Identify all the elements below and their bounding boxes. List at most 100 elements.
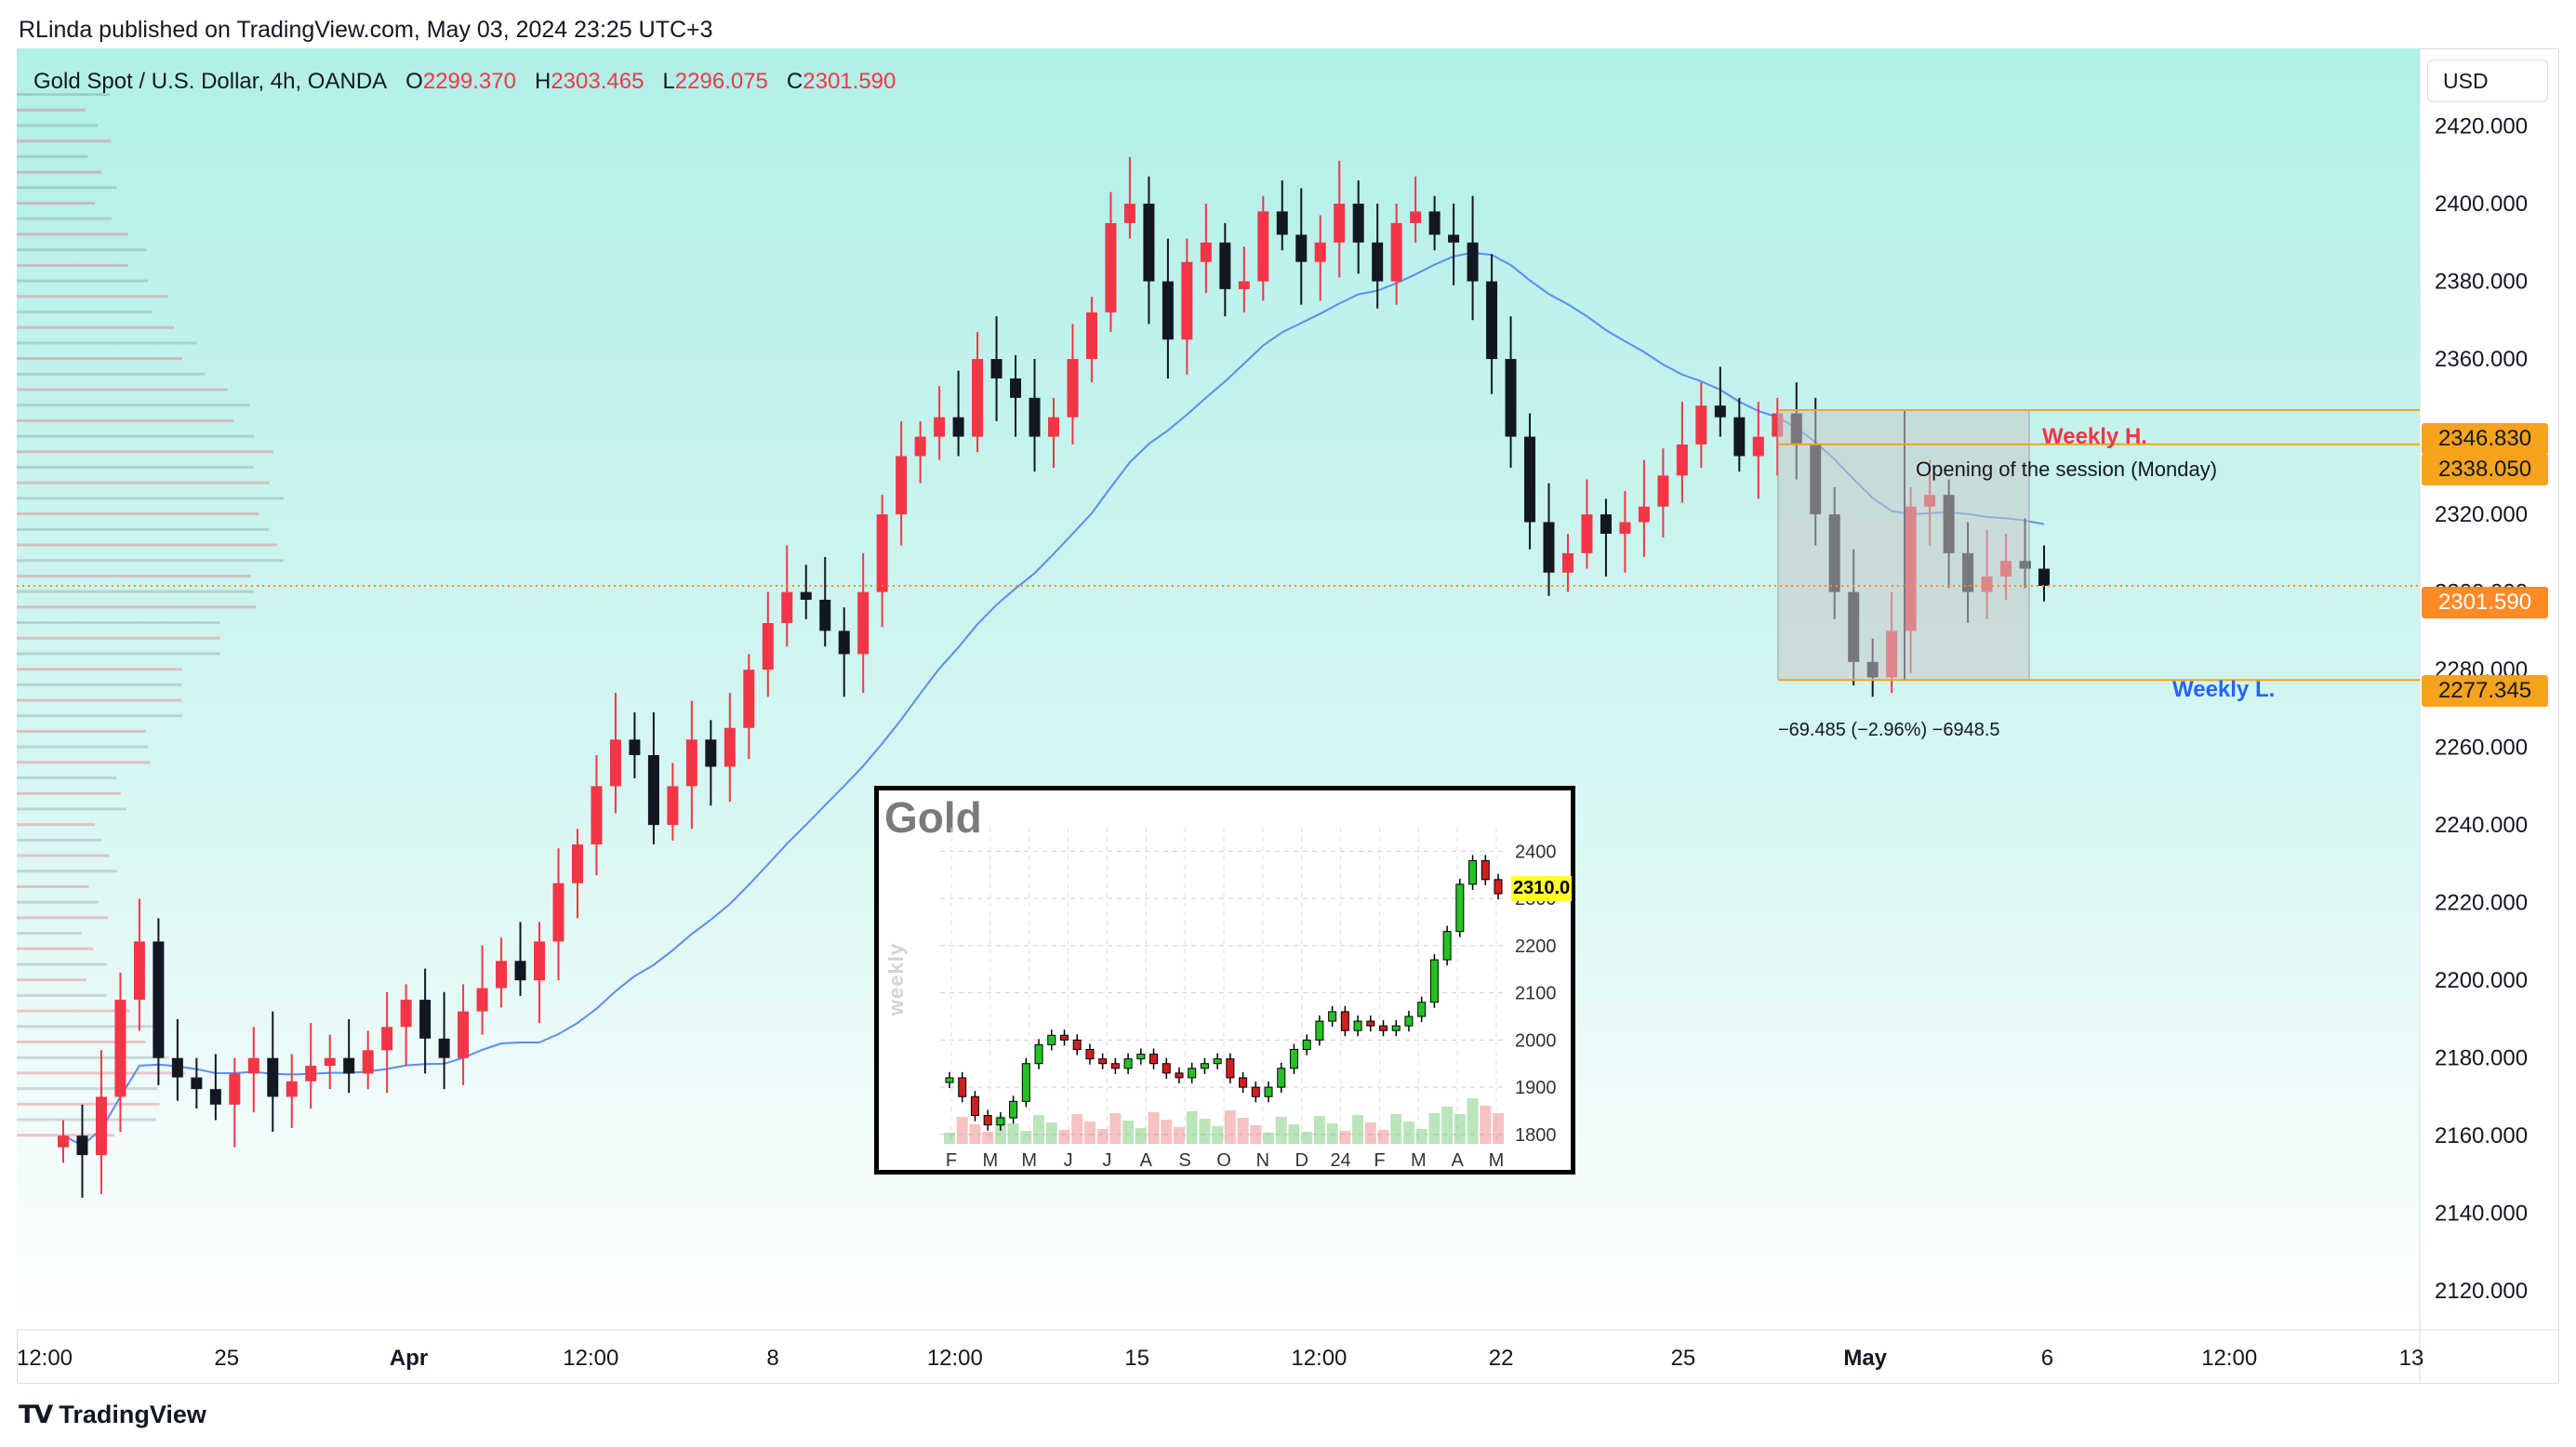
inset-candle-up — [1264, 1086, 1273, 1097]
inset-volume-bar — [1083, 1122, 1095, 1144]
time-tick-label: May — [1843, 1346, 1887, 1371]
inset-candle-up — [1391, 1025, 1401, 1031]
volume-profile-bar — [17, 993, 107, 997]
candle-down — [1276, 211, 1288, 235]
inset-y-tick: 2400 — [1515, 842, 1557, 862]
inset-volume-bar — [1275, 1117, 1287, 1144]
candle-down — [990, 359, 1003, 378]
candle-down — [1600, 514, 1612, 534]
candle-up — [1257, 211, 1269, 282]
price-axis: 2420.0002400.0002380.0002360.0002340.000… — [2435, 114, 2528, 1305]
inset-volume-bar — [1135, 1128, 1147, 1144]
symbol-name: Gold Spot / U.S. Dollar, 4h, OANDA — [33, 69, 388, 94]
volume-profile-bar — [17, 154, 88, 158]
candle-down — [267, 1057, 279, 1097]
price-tick-label: 2380.000 — [2435, 270, 2528, 295]
candle-down — [1467, 242, 1479, 282]
inset-candle-up — [1277, 1068, 1286, 1088]
weekly-low-price-tag: 2277.345 — [2422, 675, 2548, 707]
weekly-high-price-tag: 2346.830 — [2422, 423, 2548, 455]
currency-selector[interactable]: USD — [2427, 60, 2548, 102]
inset-x-tick: M — [1021, 1150, 1037, 1170]
volume-profile-bar — [17, 900, 99, 904]
price-tick-label: 2360.000 — [2435, 347, 2528, 372]
volume-profile-bar — [17, 714, 182, 718]
candle-up — [1619, 522, 1631, 534]
inset-candle-up — [1328, 1011, 1337, 1022]
inset-volume-bar — [1250, 1125, 1262, 1144]
volume-profile-bar — [17, 777, 117, 780]
inset-candle-down — [958, 1077, 967, 1097]
inset-volume-bar — [969, 1124, 981, 1144]
inset-candle-down — [1175, 1072, 1184, 1079]
volume-profile-bar — [17, 325, 175, 329]
time-tick-label: 12:00 — [17, 1346, 73, 1371]
volume-profile-bar — [17, 1025, 157, 1029]
volume-profile-bar — [17, 1134, 114, 1137]
candle-up — [324, 1057, 336, 1067]
candle-up — [1561, 552, 1573, 573]
volume-profile-bar — [17, 884, 89, 888]
volume-profile-bar — [17, 652, 220, 656]
inset-candle-up — [1442, 931, 1452, 961]
candle-up — [95, 1096, 107, 1156]
volume-profile-bar — [17, 1102, 160, 1106]
inset-candle-up — [1034, 1043, 1043, 1065]
volume-profile-bar — [17, 512, 259, 516]
candle-up — [1390, 222, 1402, 282]
candle-up — [1676, 444, 1688, 476]
weekly-low-label: Weekly L. — [2172, 677, 2276, 702]
time-tick-label: Apr — [390, 1346, 428, 1371]
price-tick-label: 2320.000 — [2435, 502, 2528, 527]
inset-candle-up — [1289, 1049, 1298, 1069]
volume-profile-bar — [17, 807, 126, 811]
candle-down — [76, 1135, 88, 1156]
inset-chart: 2400230022002100200019001800FMMJJASOND24… — [940, 828, 1557, 1170]
volume-profile-bar — [17, 1087, 158, 1091]
inset-volume-bar — [1313, 1116, 1325, 1144]
time-tick-label: 15 — [1124, 1346, 1149, 1371]
candle-up — [857, 591, 870, 655]
inset-y-tick: 2100 — [1515, 984, 1557, 1004]
candle-up — [1410, 211, 1422, 223]
inset-x-tick: N — [1256, 1150, 1269, 1170]
inset-x-tick: J — [1102, 1150, 1111, 1170]
inset-x-tick: 24 — [1330, 1150, 1350, 1170]
inset-volume-bar — [1199, 1119, 1211, 1144]
inset-x-tick: M — [983, 1150, 999, 1170]
candle-up — [781, 591, 793, 624]
price-tick-label: 2220.000 — [2435, 891, 2528, 916]
candle-up — [229, 1073, 241, 1105]
publisher-caption: RLinda published on TradingView.com, May… — [19, 17, 713, 43]
time-tick-label: 12:00 — [563, 1346, 618, 1371]
inset-volume-bar — [1020, 1131, 1032, 1144]
inset-candle-up — [1009, 1100, 1018, 1119]
candle-up — [305, 1066, 317, 1082]
volume-profile-bar — [17, 698, 182, 702]
inset-volume-bar — [1007, 1123, 1019, 1144]
main-chart[interactable]: 2420.0002400.0002380.0002360.0002340.000… — [17, 48, 2559, 1384]
candle-up — [934, 417, 946, 437]
inset-title: Gold — [884, 793, 982, 842]
volume-profile-bar — [17, 559, 284, 563]
candle-up — [114, 1000, 126, 1097]
inset-x-tick: D — [1295, 1150, 1308, 1170]
candle-down — [1505, 359, 1517, 437]
inset-candle-up — [1404, 1016, 1414, 1027]
session-open-price-tag: 2338.050 — [2422, 454, 2548, 485]
inset-candle-down — [1149, 1054, 1159, 1065]
volume-profile-bar — [17, 668, 182, 671]
inset-volume-bar — [1237, 1118, 1249, 1144]
inset-volume-bar — [1148, 1112, 1160, 1144]
volume-profile-bar — [17, 962, 108, 966]
volume-profile-bar — [17, 279, 148, 283]
time-tick-label: 22 — [1489, 1346, 1514, 1371]
inset-candle-up — [1468, 860, 1478, 885]
tradingview-logo[interactable]: 𝗧𝗩 TradingView — [19, 1401, 206, 1429]
candle-up — [685, 739, 697, 787]
inset-candle-down — [1098, 1058, 1108, 1065]
volume-profile-bar — [17, 124, 99, 127]
candle-up — [667, 786, 679, 826]
volume-profile-bar — [17, 497, 284, 500]
candle-up — [381, 1027, 393, 1051]
